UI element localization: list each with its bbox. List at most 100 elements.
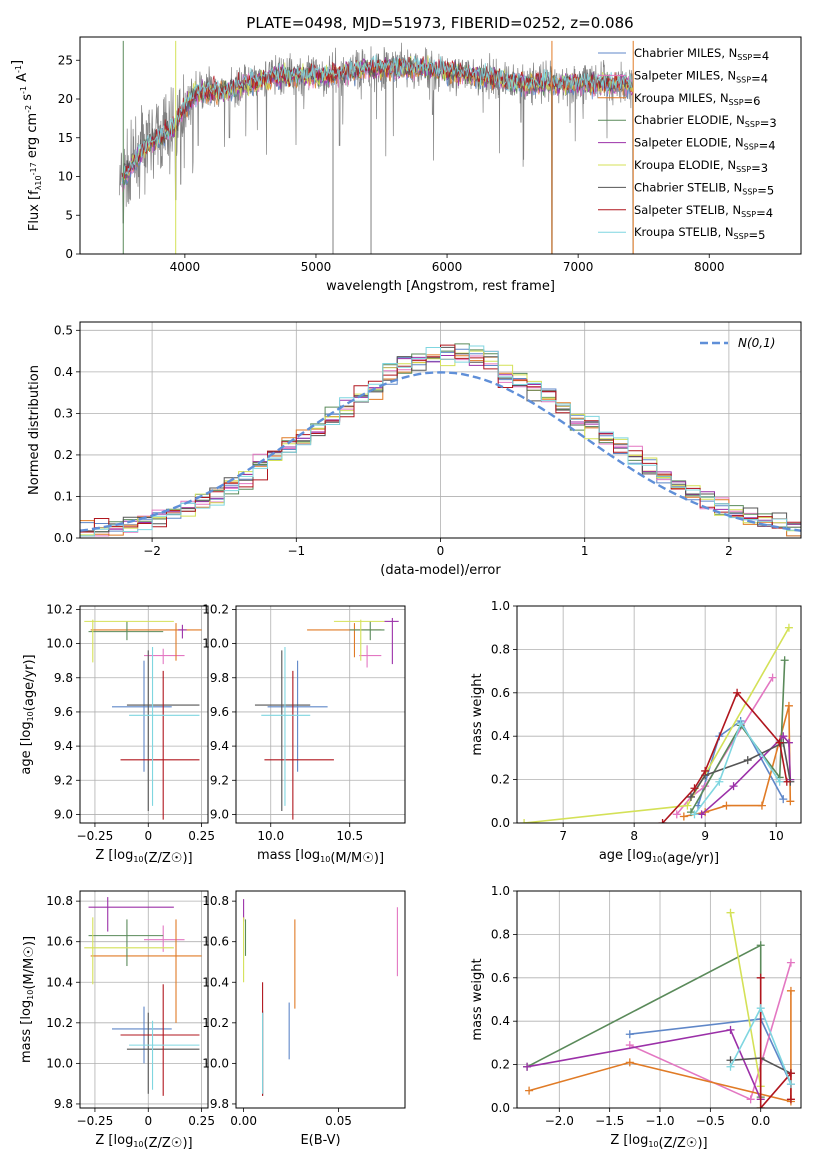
- x-axis-label: Z [log10(Z/Z☉)]: [95, 848, 192, 866]
- weight-line-7: [759, 977, 792, 1108]
- weight-marker: [784, 623, 793, 632]
- legend-label: Chabrier MILES, NSSP=4: [634, 46, 769, 63]
- weight-marker: [686, 792, 695, 801]
- plot-area: [80, 606, 208, 823]
- weight-marker: [625, 1030, 634, 1039]
- x-tick-label: 0.0: [751, 1114, 770, 1128]
- weight-marker: [786, 1095, 795, 1104]
- x-axis-label: age [log10(age/yr)]: [599, 848, 719, 866]
- weight-marker: [726, 908, 735, 917]
- axes-frame: [79, 36, 802, 255]
- weight-marker: [697, 810, 706, 819]
- weight-marker: [743, 756, 752, 765]
- weight-marker: [756, 941, 765, 950]
- axes-frame: [79, 321, 802, 539]
- y-tick-label: 10.2: [46, 602, 73, 616]
- weight-line-2: [528, 990, 792, 1103]
- axes-frame: [235, 605, 406, 824]
- y-tick-label: 20: [58, 92, 73, 106]
- weight-marker: [786, 1069, 795, 1078]
- legend-label: Kroupa MILES, NSSP=6: [634, 91, 760, 108]
- y-tick-label: 10.0: [46, 1056, 73, 1070]
- legend-label: Salpeter ELODIE, NSSP=4: [634, 136, 776, 153]
- weight-marker: [690, 784, 699, 793]
- weight-marker: [722, 801, 731, 810]
- legend-label: N(0,1): [738, 336, 775, 350]
- x-tick-label: 6000: [432, 260, 463, 274]
- weight-marker: [779, 795, 788, 804]
- x-tick-label: 0.05: [325, 1114, 352, 1128]
- x-tick-label: −0.25: [77, 1114, 114, 1128]
- y-tick-label: 10.2: [202, 602, 229, 616]
- y-tick-label: 9.8: [54, 671, 73, 685]
- plot-area: [243, 899, 398, 1096]
- y-tick-label: 0.6: [491, 971, 510, 985]
- x-tick-label: 0.00: [230, 1114, 257, 1128]
- x-tick-label: 0: [144, 829, 152, 843]
- y-tick-label: 10.2: [46, 1016, 73, 1030]
- plot-area: [80, 322, 801, 538]
- x-tick-label: 7: [559, 829, 567, 843]
- y-tick-label: 0.0: [491, 816, 510, 830]
- x-tick-label: 5000: [301, 260, 332, 274]
- y-axis-label: mass [log10(M/M☉)]: [19, 936, 37, 1063]
- y-tick-label: 0.1: [54, 489, 73, 503]
- x-tick-label: −2: [143, 544, 161, 558]
- x-tick-label: 7000: [563, 260, 594, 274]
- weight-line-8: [693, 721, 781, 815]
- weight-marker: [523, 1062, 532, 1071]
- x-axis-label: wavelength [Angstrom, rest frame]: [326, 279, 555, 294]
- y-tick-label: 5: [65, 208, 73, 222]
- y-tick-label: 10.6: [46, 935, 73, 949]
- y-tick-label: 25: [58, 53, 73, 67]
- weight-marker: [756, 973, 765, 982]
- weight-marker: [756, 1004, 765, 1013]
- y-tick-label: 0.5: [54, 323, 73, 337]
- weight-marker: [658, 819, 667, 823]
- x-tick-label: 1: [581, 544, 589, 558]
- y-tick-label: 0.2: [54, 448, 73, 462]
- x-tick-label: −1.5: [595, 1114, 624, 1128]
- y-tick-label: 9.4: [54, 739, 73, 753]
- weight-marker: [520, 819, 529, 823]
- plot-area: [517, 606, 801, 823]
- weight-marker: [625, 1058, 634, 1067]
- weight-marker: [683, 801, 692, 810]
- legend-label: Salpeter MILES, NSSP=4: [634, 68, 768, 85]
- weight-marker: [679, 812, 688, 821]
- y-tick-label: 9.0: [54, 807, 73, 821]
- figure-title: PLATE=0498, MJD=51973, FIBERID=0252, z=0…: [246, 14, 633, 32]
- weight-line-5: [524, 627, 790, 823]
- y-tick-label: 0.4: [491, 1014, 510, 1028]
- x-axis-label: (data-model)/error: [380, 563, 501, 578]
- y-tick-label: 0.4: [54, 365, 73, 379]
- x-tick-label: 2: [725, 544, 733, 558]
- x-tick-label: 0: [437, 544, 445, 558]
- panel-residuals: −2 −1 0 1 2 0.0 0.1 0.2 0.3 0.4 0.5 (data-model)/er…: [27, 321, 802, 578]
- y-tick-label: 9.8: [54, 1097, 73, 1111]
- y-axis-label: Flux [fλ10-17 erg cm-2 s-1 A-1]: [10, 60, 43, 231]
- y-tick-label: 10.8: [46, 894, 73, 908]
- y-tick-label: 1.0: [491, 884, 510, 898]
- weight-marker: [672, 810, 681, 819]
- y-tick-label: 10.4: [202, 975, 229, 989]
- x-tick-label: 8000: [694, 260, 725, 274]
- weight-marker: [729, 782, 738, 791]
- x-axis-label: Z [log10(Z/Z☉)]: [610, 1133, 707, 1151]
- x-tick-label: −2.0: [545, 1114, 574, 1128]
- x-tick-label: 10: [769, 829, 784, 843]
- y-tick-label: 9.6: [210, 705, 229, 719]
- panel-spectrum: 4000 5000 6000 7000 8000 0 5 10 15 20 25 wavelength…: [10, 36, 802, 294]
- y-tick-label: 9.2: [54, 773, 73, 787]
- y-tick-label: 10.2: [202, 1016, 229, 1030]
- axes-frame: [79, 605, 209, 824]
- plot-area: [517, 891, 801, 1108]
- weight-marker: [786, 986, 795, 995]
- weight-marker: [726, 1025, 735, 1034]
- weight-marker: [690, 810, 699, 819]
- residual-hist-8: [80, 345, 801, 537]
- weight-marker: [701, 766, 710, 775]
- weight-marker: [786, 797, 795, 806]
- axes-frame: [516, 605, 802, 824]
